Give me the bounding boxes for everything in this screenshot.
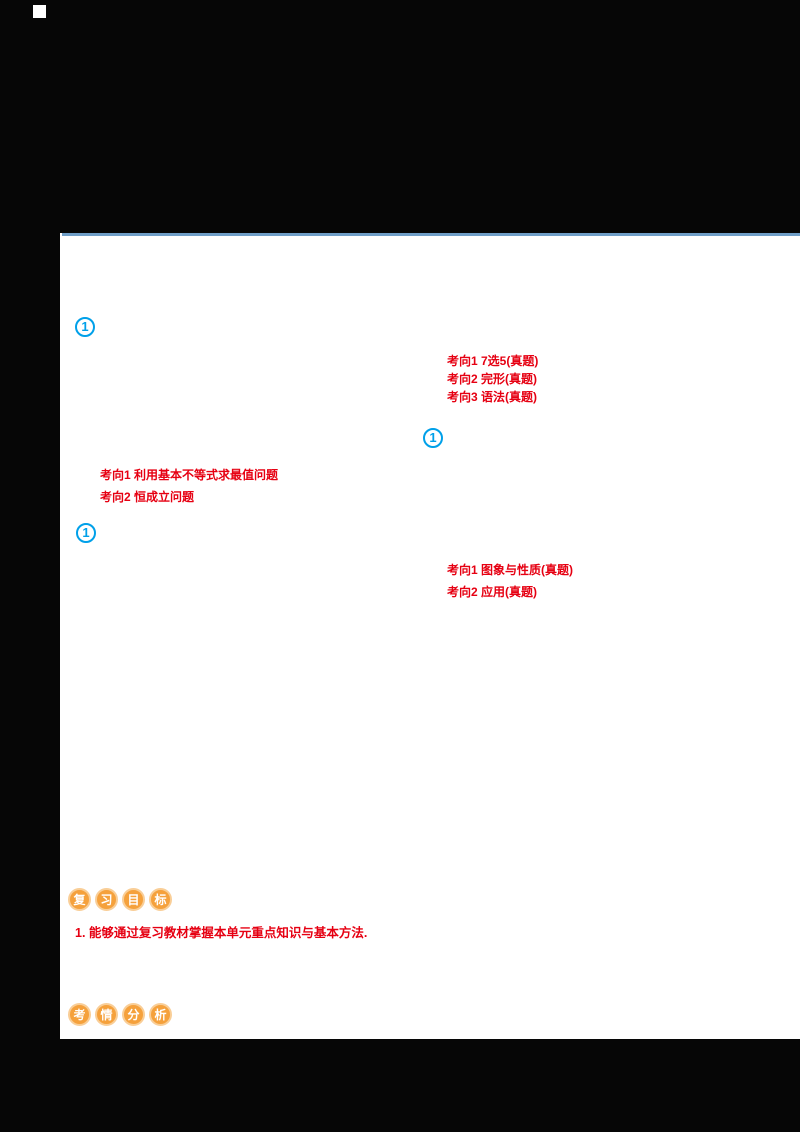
badge-char: 考 bbox=[68, 1003, 91, 1026]
exam-focus-item: 考向2 完形(真题) bbox=[447, 372, 538, 386]
circled-1-marker: 1 bbox=[76, 523, 96, 543]
badge-char: 目 bbox=[122, 888, 145, 911]
circled-1-marker: 1 bbox=[75, 317, 95, 337]
exam-focus-item: 考向2 恒成立问题 bbox=[100, 490, 195, 504]
exam-focus-list-a: 考向1 7选5(真题) 考向2 完形(真题) 考向3 语法(真题) bbox=[447, 352, 538, 406]
exam-focus-list-b: 考向1 利用基本不等式求最值问题 考向2 恒成立问题 bbox=[100, 464, 278, 508]
exam-focus-list-c: 考向1 图象与性质(真题) 考向2 应用(真题) bbox=[447, 559, 573, 603]
exam-focus-item: 考向1 7选5(真题) bbox=[447, 354, 539, 368]
badge-char: 标 bbox=[149, 888, 172, 911]
exam-analysis-badge: 考 情 分 析 bbox=[68, 1003, 172, 1026]
badge-char: 习 bbox=[95, 888, 118, 911]
exam-focus-item: 考向2 应用(真题) bbox=[447, 585, 538, 599]
circled-1-marker: 1 bbox=[423, 428, 443, 448]
badge-char: 分 bbox=[122, 1003, 145, 1026]
badge-char: 情 bbox=[95, 1003, 118, 1026]
exam-focus-item: 考向1 图象与性质(真题) bbox=[447, 563, 574, 577]
objective-text: 1. 能够通过复习教材掌握本单元重点知识与基本方法. bbox=[75, 926, 368, 940]
exam-focus-item: 考向1 利用基本不等式求最值问题 bbox=[100, 468, 279, 482]
exam-focus-item: 考向3 语法(真题) bbox=[447, 390, 538, 404]
scan-artifact-dot bbox=[33, 5, 46, 18]
section-divider bbox=[62, 233, 800, 236]
page-paper bbox=[60, 233, 800, 1039]
badge-char: 析 bbox=[149, 1003, 172, 1026]
review-goals-badge: 复 习 目 标 bbox=[68, 888, 172, 911]
badge-char: 复 bbox=[68, 888, 91, 911]
